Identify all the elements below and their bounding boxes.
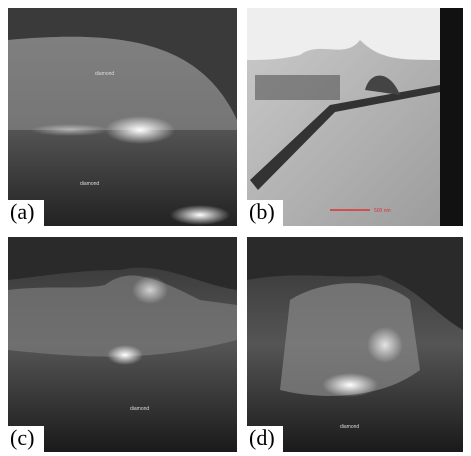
panel-d: diamond (d) xyxy=(247,237,463,452)
annotation: diamond xyxy=(95,71,114,77)
annotation: diamond xyxy=(130,406,149,412)
panel-label: (c) xyxy=(10,425,34,450)
scale-bar-label: 500 nm xyxy=(374,208,391,214)
panel-b: 500 nm (b) xyxy=(247,8,463,226)
panel-a: diamond diamond (a) xyxy=(8,8,237,226)
panel-c: diamond (c) xyxy=(8,237,237,452)
panel-label: (a) xyxy=(10,199,34,224)
figure: diamond diamond (a) 500 nm (b) diamond (… xyxy=(0,0,471,456)
annotation: diamond xyxy=(340,424,359,430)
panel-label: (b) xyxy=(249,199,275,224)
annotation: diamond xyxy=(80,181,99,187)
panel-label: (d) xyxy=(249,425,275,450)
